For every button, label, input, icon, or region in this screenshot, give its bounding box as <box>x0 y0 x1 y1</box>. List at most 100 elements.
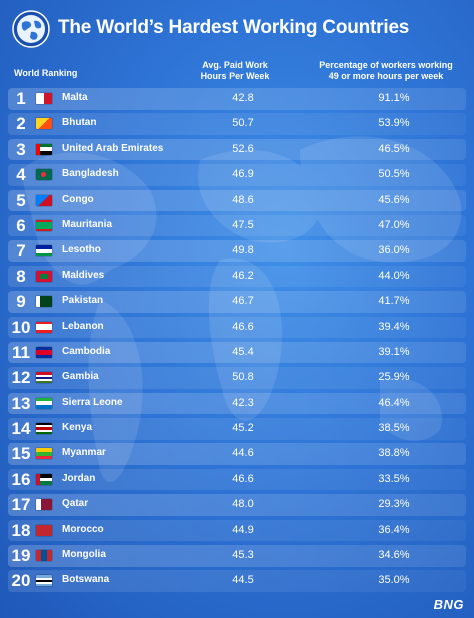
rank-number: 9 <box>16 292 26 312</box>
country-flag-icon <box>36 93 52 104</box>
rank-number: 15 <box>11 444 31 464</box>
avg-hours-value: 45.4 <box>232 345 254 358</box>
table-row: 1 Malta 42.8 91.1% <box>8 88 466 110</box>
country-name: Bhutan <box>62 117 97 129</box>
column-header-hours-line2: Hours Per Week <box>200 71 270 81</box>
rank-number: 6 <box>16 215 26 235</box>
avg-hours-value: 48.0 <box>232 498 254 511</box>
table-row: 20 Botswana 44.5 35.0% <box>8 570 466 592</box>
header: The World’s Hardest Working Countries <box>0 0 474 62</box>
avg-hours-value: 46.2 <box>232 269 254 282</box>
rank-number: 2 <box>16 114 26 134</box>
percentage-value: 91.1% <box>378 92 410 104</box>
rank-number: 7 <box>16 241 26 261</box>
avg-hours-value: 50.8 <box>232 371 254 384</box>
country-flag-icon <box>36 473 52 485</box>
percentage-value: 38.5% <box>378 422 410 435</box>
table-row: 12 Gambia 50.8 25.9% <box>8 367 466 389</box>
avg-hours-value: 49.8 <box>232 244 254 257</box>
country-name: Jordan <box>62 472 96 484</box>
country-flag-icon <box>36 423 52 435</box>
percentage-value: 50.5% <box>378 168 410 181</box>
avg-hours-value: 44.5 <box>232 574 254 587</box>
avg-hours-value: 46.6 <box>232 320 254 333</box>
percentage-value: 53.9% <box>378 117 410 130</box>
country-name: Qatar <box>62 498 89 510</box>
table-row: 15 Myanmar 44.6 38.8% <box>8 443 466 465</box>
country-flag-icon <box>36 346 52 358</box>
globe-icon <box>12 10 50 48</box>
rank-number: 8 <box>16 266 26 286</box>
column-header-rank: World Ranking <box>14 68 78 78</box>
table-row: 17 Qatar 48.0 29.3% <box>8 494 466 516</box>
country-name: Mauritania <box>62 218 113 230</box>
country-flag-icon <box>36 143 52 155</box>
country-name: Kenya <box>62 422 93 434</box>
country-flag-icon <box>36 169 52 181</box>
rank-number: 14 <box>11 419 31 439</box>
country-name: Malta <box>62 92 88 103</box>
country-name: Lesotho <box>62 244 101 256</box>
country-name: Pakistan <box>62 295 104 307</box>
country-name: Bangladesh <box>62 168 119 180</box>
country-flag-icon <box>36 321 52 333</box>
table-row: 3 United Arab Emirates 52.6 46.5% <box>8 138 466 161</box>
country-name: Myanmar <box>62 447 106 459</box>
avg-hours-value: 42.8 <box>232 92 254 104</box>
country-flag-icon <box>36 397 52 409</box>
avg-hours-value: 48.6 <box>232 193 254 206</box>
country-name: Cambodia <box>62 345 111 357</box>
country-name: Botswana <box>62 574 110 586</box>
rank-number: 4 <box>16 165 26 185</box>
country-flag-icon <box>36 499 52 511</box>
table-row: 5 Congo 48.6 45.6% <box>8 189 466 212</box>
avg-hours-value: 52.6 <box>232 142 254 155</box>
rank-number: 12 <box>11 368 31 388</box>
avg-hours-value: 45.2 <box>232 422 254 435</box>
percentage-value: 33.5% <box>378 472 410 485</box>
rank-number: 13 <box>11 393 31 413</box>
table-row: 19 Mongolia 45.3 34.6% <box>8 545 466 567</box>
table-row: 10 Lebanon 46.6 39.4% <box>8 316 466 339</box>
table-row: 6 Mauritania 47.5 47.0% <box>8 214 466 237</box>
page-title: The World’s Hardest Working Countries <box>58 17 410 38</box>
percentage-value: 45.6% <box>378 193 410 206</box>
rank-number: 17 <box>11 495 31 515</box>
percentage-value: 41.7% <box>378 295 410 308</box>
country-name: Sierra Leone <box>62 396 123 408</box>
rank-number: 16 <box>11 469 31 489</box>
country-flag-icon <box>36 372 52 384</box>
country-flag-icon <box>36 245 52 257</box>
avg-hours-value: 46.9 <box>232 168 254 181</box>
country-name: Gambia <box>62 371 99 383</box>
percentage-value: 38.8% <box>378 447 410 460</box>
percentage-value: 46.4% <box>378 396 410 409</box>
table-row: 2 Bhutan 50.7 53.9% <box>8 113 466 135</box>
country-name: Lebanon <box>62 320 104 332</box>
country-name: Mongolia <box>62 549 106 561</box>
country-name: Maldives <box>62 269 105 281</box>
table-row: 13 Sierra Leone 42.3 46.4% <box>8 392 466 415</box>
rank-number: 1 <box>16 89 26 108</box>
percentage-value: 47.0% <box>378 218 410 231</box>
avg-hours-value: 44.6 <box>232 447 254 460</box>
column-header-hours: Avg. Paid Work Hours Per Week <box>190 60 280 82</box>
avg-hours-value: 42.3 <box>232 396 254 409</box>
percentage-value: 34.6% <box>378 549 410 562</box>
avg-hours-value: 44.9 <box>232 523 254 536</box>
avg-hours-value: 45.3 <box>232 549 254 562</box>
country-name: Morocco <box>62 523 104 535</box>
ranking-table: 1 Malta 42.8 91.1% 2 Bhutan 50.7 53.9% 3 United A… <box>8 88 466 596</box>
country-flag-icon <box>36 219 52 231</box>
percentage-value: 46.5% <box>378 142 410 155</box>
avg-hours-value: 46.7 <box>232 295 254 308</box>
table-row: 14 Kenya 45.2 38.5% <box>8 418 466 440</box>
country-flag-icon <box>36 270 52 282</box>
percentage-value: 44.0% <box>378 269 410 282</box>
column-header-percentage-line2: 49 or more hours per week <box>328 71 444 81</box>
rank-number: 5 <box>16 190 26 210</box>
table-row: 16 Jordan 46.6 33.5% <box>8 468 466 491</box>
country-flag-icon <box>36 575 52 587</box>
percentage-value: 35.0% <box>378 574 410 587</box>
